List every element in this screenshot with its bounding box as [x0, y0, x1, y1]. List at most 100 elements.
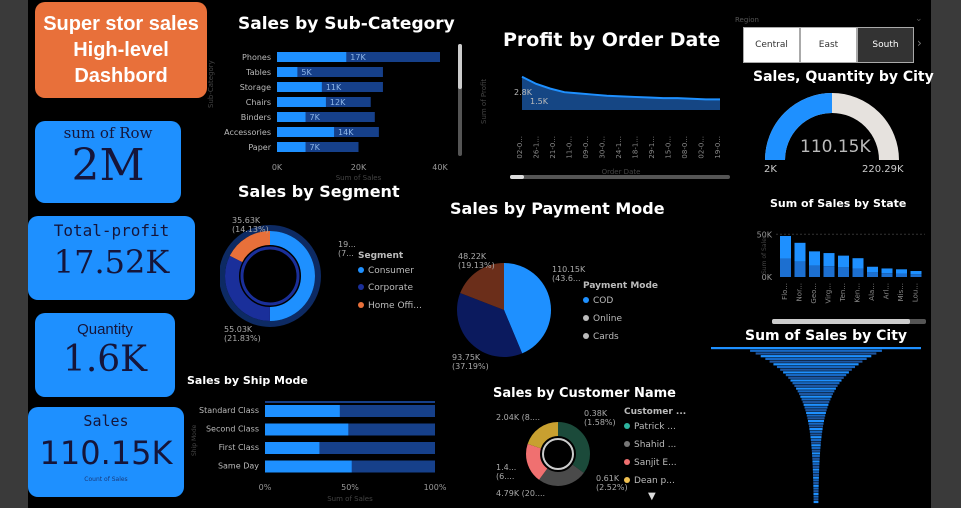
customer-donut-chart[interactable]	[522, 418, 594, 490]
city-funnel-bar	[811, 449, 821, 452]
kpi-profit-value: 17.52K	[53, 243, 170, 281]
shipmode-xlabel: Sum of Sales	[327, 495, 373, 503]
city-funnel-bar	[807, 419, 825, 423]
dashboard-title-card: Super stor sales High-level Dashbord	[35, 2, 207, 98]
state-x-tick: Flo...	[781, 283, 789, 300]
payment-legend-cards[interactable]: Cards	[583, 332, 619, 342]
subcategory-data-label: 14K	[338, 128, 354, 137]
kpi-quantity-label: Quantity	[77, 321, 133, 338]
segment-callout-right-value: 19...	[338, 240, 356, 249]
city-funnel-bar	[812, 463, 820, 466]
customer-legend-title: Customer ...	[624, 407, 687, 417]
profit-x-tick: 02-0...	[698, 136, 706, 159]
city-funnel-bar	[750, 349, 882, 352]
payment-title: Sales by Payment Mode	[450, 199, 665, 218]
region-option-south[interactable]: South	[857, 27, 914, 63]
customer-legend-sanjit[interactable]: Sanjit E...	[624, 458, 677, 468]
shipmode-tick-label: Standard Class	[199, 406, 259, 415]
city-funnel-bar	[773, 363, 859, 366]
subcategory-scroll-thumb[interactable]	[458, 44, 462, 89]
city-funnel-bar	[806, 414, 826, 417]
payment-legend-online[interactable]: Online	[583, 314, 622, 324]
payment-legend-cod[interactable]: COD	[583, 296, 613, 306]
segment-legend-corporate[interactable]: Corporate	[358, 283, 413, 293]
kpi-card-quantity[interactable]: Quantity 1.6K	[35, 313, 175, 397]
customer-callout-l: 1.4... (6....	[496, 463, 516, 481]
customer-callout-br-pct: (2.52%)	[596, 483, 628, 492]
payment-callout-cod-value: 110.15K	[552, 265, 586, 274]
customer-callout-br-value: 0.61K	[596, 474, 620, 483]
shipmode-title: Sales by Ship Mode	[187, 374, 308, 387]
subcategory-bar	[277, 127, 335, 137]
segment-callout-top-value: 35.63K	[232, 216, 261, 225]
city-funnel-bar	[802, 401, 830, 404]
sales-gauge[interactable]	[755, 88, 910, 163]
state-bar-lower	[794, 261, 806, 277]
kpi-card-sales[interactable]: Sales 110.15K Count of Sales	[28, 407, 184, 497]
customer-callout-l-value: 1.4...	[496, 463, 517, 472]
title-line-1: Super stor sales	[43, 13, 199, 35]
left-frame	[0, 0, 28, 508]
segment-legend-consumer[interactable]: Consumer	[358, 266, 414, 276]
kpi-card-rows[interactable]: sum of Row 2M	[35, 121, 181, 203]
state-y-tick: 50K	[757, 230, 773, 239]
right-frame	[931, 0, 961, 508]
subcategory-bar-total	[277, 112, 375, 122]
segment-callout-right: 19... (7...	[338, 240, 356, 258]
city-funnel-bar	[776, 365, 856, 369]
legend-label: Corporate	[368, 283, 413, 293]
state-scroll-thumb[interactable]	[772, 319, 910, 324]
city-funnel-bar	[780, 368, 852, 371]
customer-legend-dean[interactable]: Dean p...	[624, 476, 675, 486]
legend-label: Shahid ...	[634, 440, 677, 450]
city-funnel-bar	[769, 360, 863, 363]
city-funnel-chart[interactable]	[705, 345, 927, 505]
gauge-min: 2K	[764, 164, 777, 175]
subcategory-data-label: 7K	[310, 113, 321, 122]
customer-callout-br: 0.61K (2.52%)	[596, 474, 628, 492]
shipmode-bar-chart[interactable]: Standard Class Second Class First Class Sam…	[190, 396, 450, 508]
profit-date-area-chart[interactable]: 2.8K1.5K Sum of Profit 02-0... 26-1... 21-0.…	[480, 62, 738, 182]
region-option-east[interactable]: East	[800, 27, 857, 63]
customer-legend-patrick[interactable]: Patrick ...	[624, 422, 676, 432]
segment-callout-top-pct: (14.13%)	[232, 225, 269, 234]
state-bar-chart[interactable]: 50K 0K Flo... Nor... Geo... Virg... Ten... Ken.…	[740, 222, 930, 317]
subcategory-data-label: 7K	[310, 143, 321, 152]
segment-legend-home-office[interactable]: Home Offi...	[358, 301, 422, 311]
profit-date-scroll-thumb[interactable]	[510, 175, 524, 179]
segment-outer-ring	[220, 225, 321, 327]
city-funnel-bar	[812, 468, 820, 471]
state-bar	[838, 255, 849, 268]
legend-label: Dean p...	[634, 476, 675, 486]
subcategory-tick-label: Chairs	[246, 98, 271, 107]
subcategory-bar-chart[interactable]: Phones 17K Tables 5K Storage 11K Chairs 12K Bind…	[200, 44, 470, 184]
state-bar	[881, 268, 893, 274]
customer-callout-l-pct: (6....	[496, 472, 515, 481]
city-funnel-bar	[810, 438, 822, 441]
profit-x-tick: 21-0...	[549, 136, 557, 159]
payment-callout-cards-pct: (19.13%)	[458, 261, 495, 270]
slicer-collapse-icon[interactable]: ⌄	[915, 14, 923, 24]
segment-donut-chart[interactable]	[220, 218, 340, 338]
customer-legend-shahid[interactable]: Shahid ...	[624, 440, 676, 450]
profit-x-tick: 18-1...	[632, 136, 640, 159]
city-funnel-bar	[813, 498, 819, 501]
state-bar-lower	[896, 273, 907, 277]
city-funnel-bar	[803, 403, 829, 406]
region-option-central[interactable]: Central	[743, 27, 800, 63]
legend-label: Consumer	[368, 266, 414, 276]
state-scrollbar[interactable]	[772, 319, 926, 324]
kpi-card-profit[interactable]: Total-profit 17.52K	[28, 216, 195, 300]
profit-x-tick: 08-0...	[681, 136, 689, 159]
payment-pie-chart[interactable]	[454, 260, 554, 360]
profit-date-scrollbar[interactable]	[510, 175, 730, 179]
segment-inner-ring	[240, 246, 300, 306]
city-funnel-bar	[812, 460, 820, 463]
subcategory-tick-label: Tables	[245, 68, 271, 77]
payment-callout-online: 93.75K (37.19%)	[452, 353, 489, 371]
subcategory-scrollbar[interactable]	[458, 44, 462, 156]
legend-scroll-down-icon[interactable]: ▼	[648, 491, 656, 502]
slicer-next-icon[interactable]: ›	[917, 36, 922, 50]
city-funnel-bar	[805, 409, 827, 412]
city-funnel-bar	[811, 441, 821, 444]
